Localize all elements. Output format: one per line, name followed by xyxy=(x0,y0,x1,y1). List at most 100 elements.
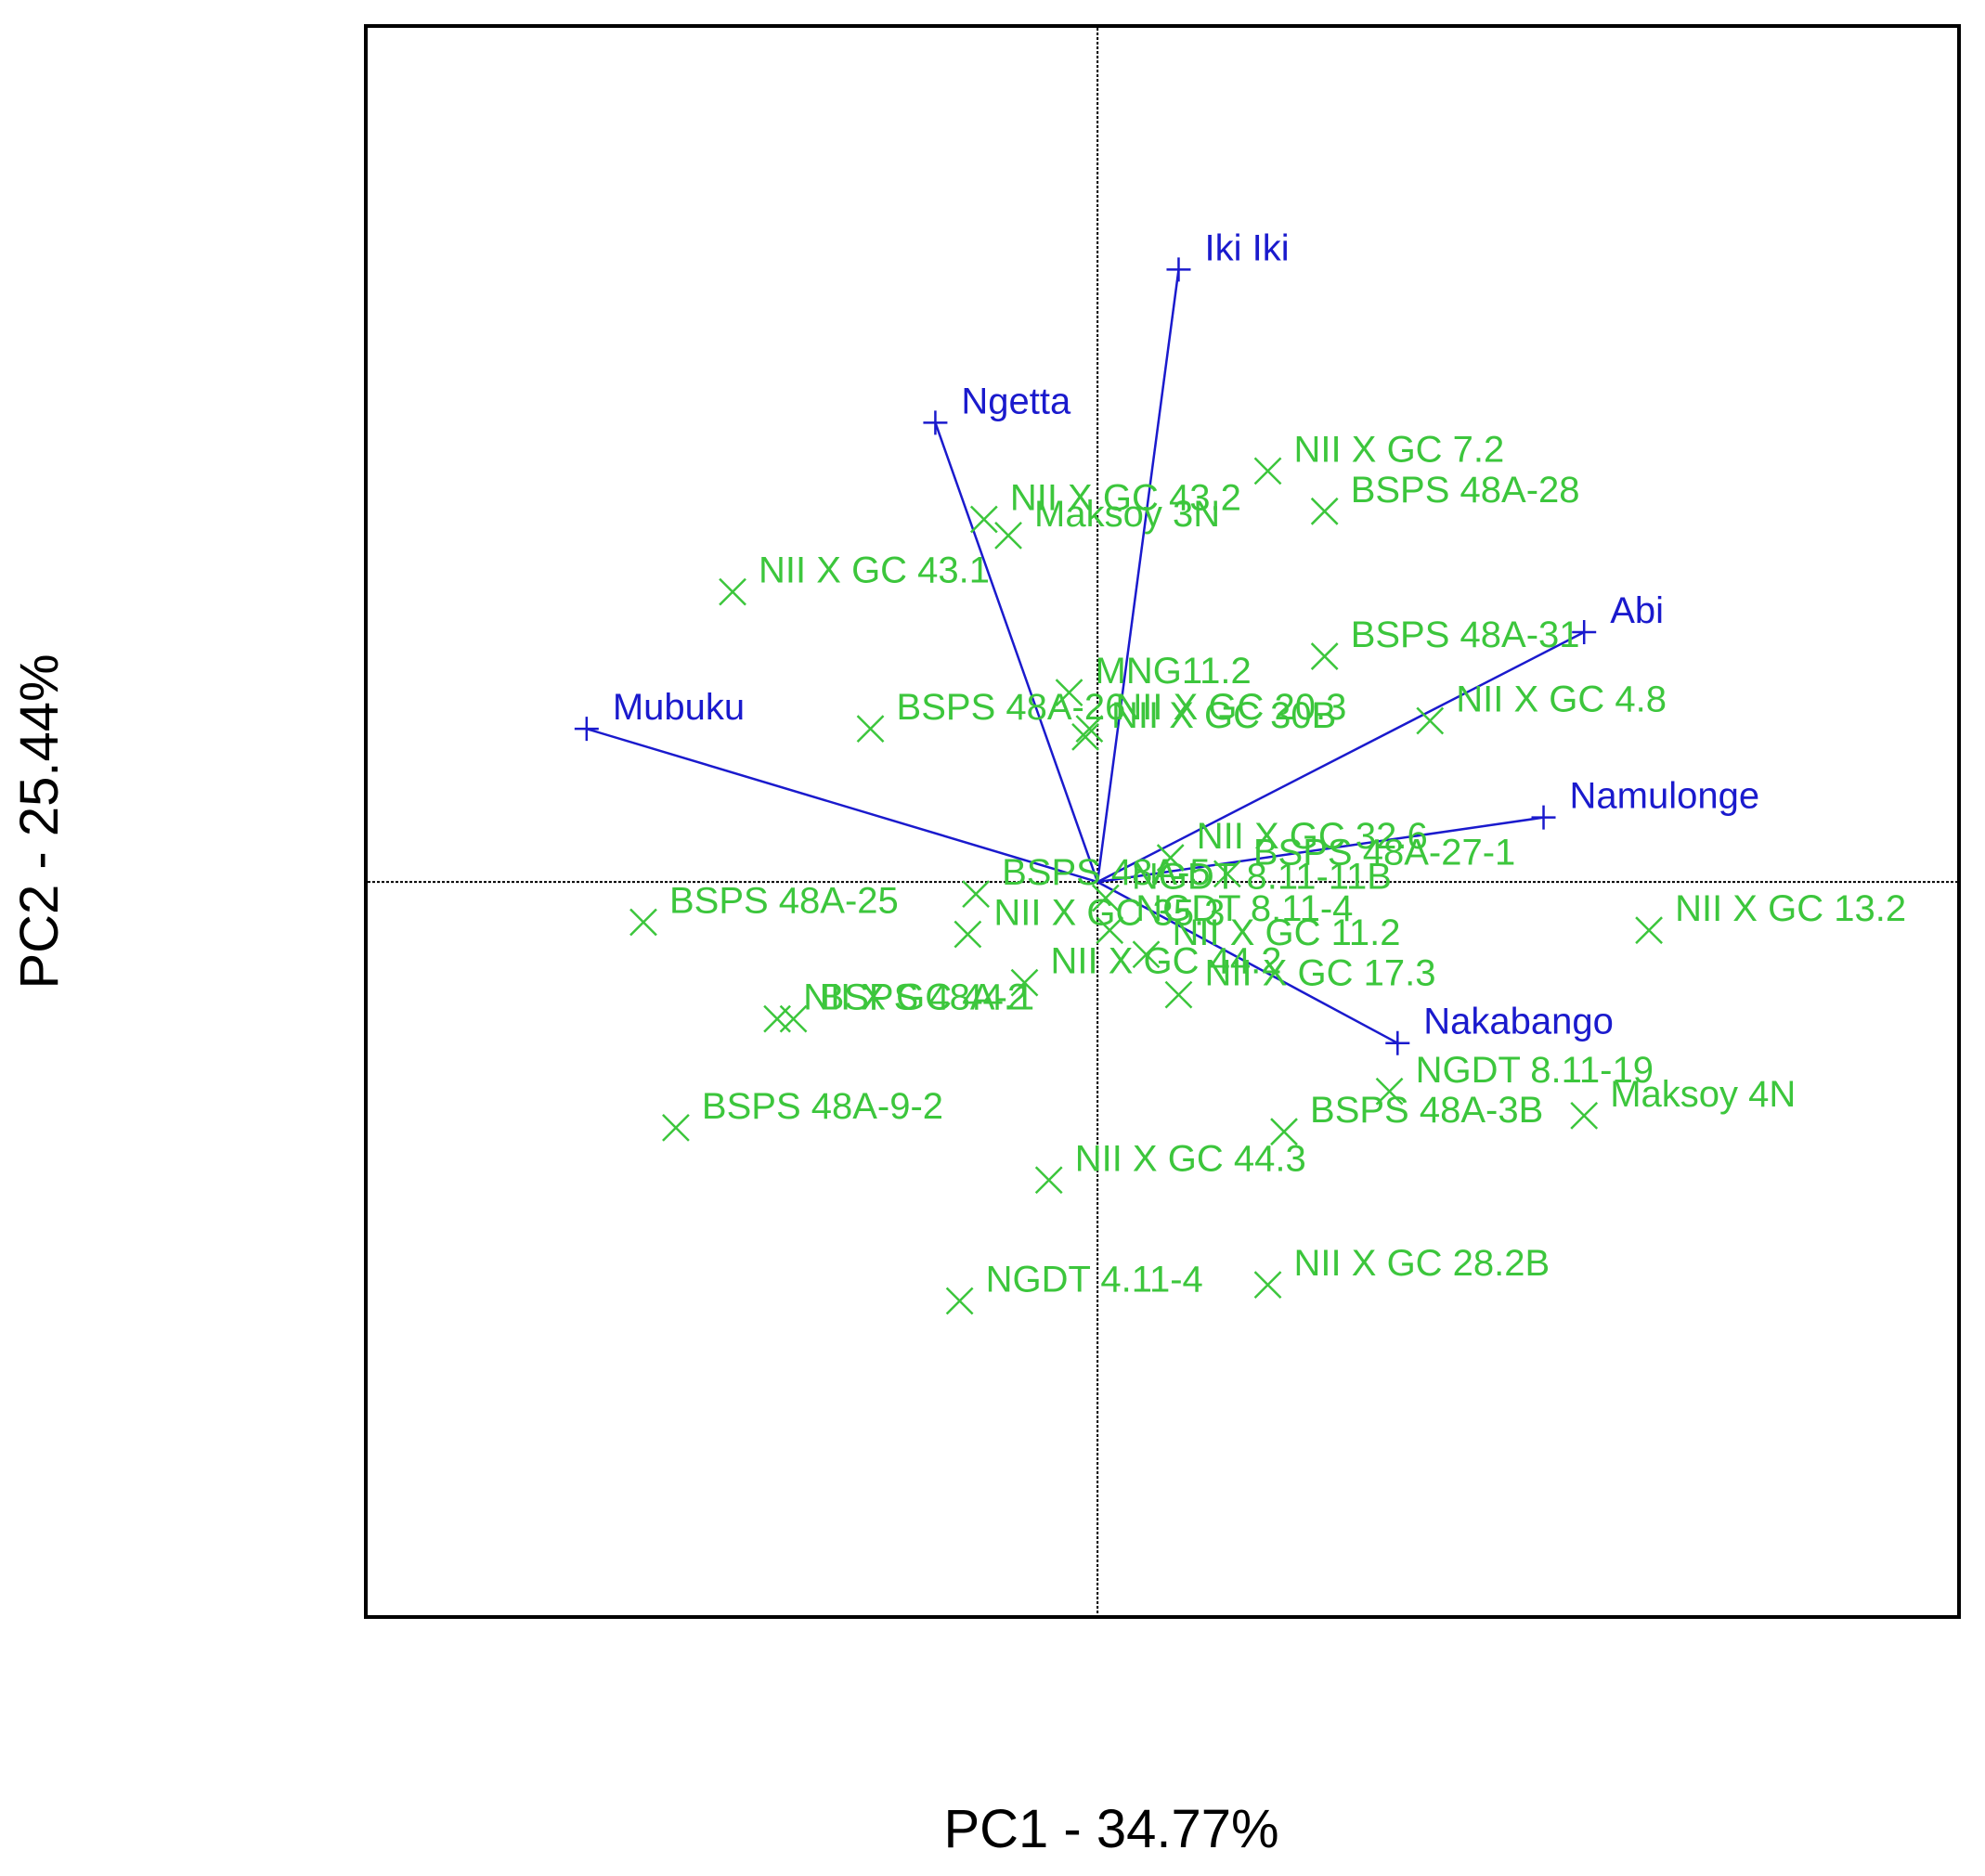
genotype-label: NGDT 8.11-11B xyxy=(1132,856,1392,897)
genotype-marker-x xyxy=(1416,706,1445,735)
genotype-marker-x xyxy=(1096,916,1124,945)
genotype-marker-x xyxy=(1310,642,1339,670)
env-label: Namulonge xyxy=(1570,776,1760,817)
genotype-marker-x xyxy=(954,920,982,949)
x-axis-title: PC1 - 34.77% xyxy=(943,1799,1278,1859)
env-vector-line xyxy=(1096,816,1544,884)
genotype-marker-x xyxy=(1071,722,1099,751)
genotype-marker-x xyxy=(719,577,746,606)
env-label: Abi xyxy=(1610,590,1664,631)
genotype-bsps-48a-5: BSPS 48A-5 xyxy=(962,852,1211,909)
genotype-label: BSPS 48A-3B xyxy=(1310,1090,1543,1131)
genotype-marker-x xyxy=(1253,457,1282,485)
env-vector-namulonge: Namulonge xyxy=(1096,776,1760,884)
genotype-label: NII X GC 44.2 xyxy=(1051,941,1282,982)
genotype-label: NII X GC 28.2B xyxy=(1294,1243,1550,1284)
genotype-marker-x xyxy=(1375,1077,1404,1106)
genotype-label: Maksoy 3N xyxy=(1034,494,1220,535)
genotype-marker-x xyxy=(1091,884,1120,912)
genotype-label: NGDT 4.11-4 xyxy=(986,1259,1203,1300)
genotype-label: NII X GC 44.1 xyxy=(803,977,1034,1018)
genotype-nii-x-gc-28-2b: NII X GC 28.2B xyxy=(1253,1243,1550,1299)
genotype-marker-x xyxy=(1010,968,1039,997)
genotype-marker-x xyxy=(1635,916,1663,945)
genotype-bsps-48a-25: BSPS 48A-25 xyxy=(629,881,899,937)
env-marker-plus xyxy=(1166,257,1191,282)
genotype-label: NII X GC 11.2 xyxy=(1173,912,1401,953)
env-label: Mubuku xyxy=(613,687,745,728)
env-vector-line xyxy=(1096,881,1398,1044)
genotype-label: NII X GC 7.2 xyxy=(1294,429,1505,470)
genotype-label: BSPS 48A-25 xyxy=(669,881,899,922)
genotype-bsps-48a-3b: BSPS 48A-3B xyxy=(1270,1090,1543,1146)
genotype-marker-x xyxy=(1570,1101,1599,1130)
genotype-label: NII X GC 43.1 xyxy=(759,550,990,591)
env-label: Nakabango xyxy=(1423,1002,1614,1042)
genotype-bsps-48a-31: BSPS 48A-31 xyxy=(1310,615,1580,670)
genotype-ngdt-8-11-19: NGDT 8.11-19 xyxy=(1375,1050,1654,1106)
genotype-marker-x xyxy=(763,1004,791,1033)
env-vector-line xyxy=(1096,269,1180,883)
env-marker-plus xyxy=(1572,620,1597,645)
genotype-nii-x-gc-43-2: NII X GC 43.2 xyxy=(969,477,1241,534)
genotype-nii-x-gc-43-1: NII X GC 43.1 xyxy=(719,550,990,606)
genotype-label: NII X GC 44.3 xyxy=(1075,1138,1306,1179)
genotype-ngdt-4-11-4: NGDT 4.11-4 xyxy=(945,1259,1203,1315)
genotype-marker-x xyxy=(1310,497,1339,525)
env-vector-line xyxy=(934,421,1099,883)
genotype-marker-x xyxy=(969,505,998,534)
genotype-bsps-48a-2: BSPS 48A-2 xyxy=(779,977,1029,1033)
env-marker-plus xyxy=(1531,805,1556,830)
genotype-label: NII X GC 20.3 xyxy=(1115,687,1346,728)
genotype-label: NII X GC 4.8 xyxy=(1456,679,1667,719)
genotype-ngdt-8-11-11b: NGDT 8.11-11B xyxy=(1091,856,1392,912)
genotype-marker-x xyxy=(1213,860,1241,888)
genotype-marker-x xyxy=(1253,1271,1282,1299)
genotype-label: NGDT 8.11-19 xyxy=(1416,1050,1654,1091)
genotype-ngdt-8-11-4: NGDT 8.11-4 xyxy=(1096,888,1353,945)
genotype-mng11-2: MNG11.2 xyxy=(1055,651,1252,707)
genotype-marker-x xyxy=(1075,715,1104,744)
genotype-maksoy-3n: Maksoy 3N xyxy=(994,494,1220,550)
env-vector-nakabango: Nakabango xyxy=(1096,881,1614,1055)
genotype-marker-x xyxy=(994,521,1022,550)
genotype-bsps-48a-28: BSPS 48A-28 xyxy=(1310,470,1580,525)
env-vector-iki-iki: Iki Iki xyxy=(1096,227,1290,883)
env-vector-ngetta: Ngetta xyxy=(923,381,1099,883)
genotype-bsps-48a-9-2: BSPS 48A-9-2 xyxy=(662,1086,943,1142)
environment-vectors: Iki Iki Ngetta Abi Mubuku Namulonge Nakabango xyxy=(574,227,1760,1055)
genotype-nii-x-gc-32-6: NII X GC 32.6 xyxy=(1156,816,1428,872)
env-vector-abi: Abi xyxy=(1096,590,1664,884)
genotype-nii-x-gc-7-2: NII X GC 7.2 xyxy=(1253,429,1505,485)
env-label: Ngetta xyxy=(961,381,1071,421)
genotype-marker-x xyxy=(1132,940,1161,969)
genotype-nii-x-gc-13-2: NII X GC 13.2 xyxy=(1635,888,1906,945)
genotype-bsps-48a-26: BSPS 48A-26 xyxy=(856,687,1125,744)
genotype-marker-x xyxy=(1156,844,1185,872)
genotype-nii-x-gc-4-8: NII X GC 4.8 xyxy=(1416,679,1667,735)
genotype-marker-x xyxy=(1164,980,1193,1009)
genotype-label: NII X GC 17.3 xyxy=(1204,953,1435,994)
genotype-label: NII X GC 32.6 xyxy=(1197,816,1428,857)
genotype-label: BSPS 48A-5 xyxy=(1002,852,1211,893)
genotype-label: BSPS 48A-28 xyxy=(1351,470,1580,511)
genotype-label: BSPS 48A-2 xyxy=(820,977,1029,1018)
env-marker-plus xyxy=(923,410,948,435)
genotype-label: BSPS 48A-27-1 xyxy=(1253,832,1515,873)
env-marker-plus xyxy=(1385,1030,1410,1055)
genotype-nii-x-gc-44-2: NII X GC 44.2 xyxy=(1010,941,1282,997)
env-vector-mubuku: Mubuku xyxy=(574,687,1098,884)
genotype-nii-x-gc-35-3: NII X GC 35.3 xyxy=(954,893,1225,949)
genotype-nii-x-gc-20-3: NII X GC 20.3 xyxy=(1075,687,1346,744)
env-vector-line xyxy=(586,727,1098,884)
env-label: Iki Iki xyxy=(1204,227,1289,268)
env-marker-plus xyxy=(574,717,599,742)
genotype-marker-x xyxy=(1055,679,1083,707)
env-vector-line xyxy=(1096,630,1585,884)
genotype-maksoy-4n: Maksoy 4N xyxy=(1570,1074,1796,1130)
genotype-label: BSPS 48A-31 xyxy=(1351,615,1580,655)
genotype-label: NGDT 8.11-4 xyxy=(1135,888,1353,929)
genotype-marker-x xyxy=(662,1113,690,1142)
